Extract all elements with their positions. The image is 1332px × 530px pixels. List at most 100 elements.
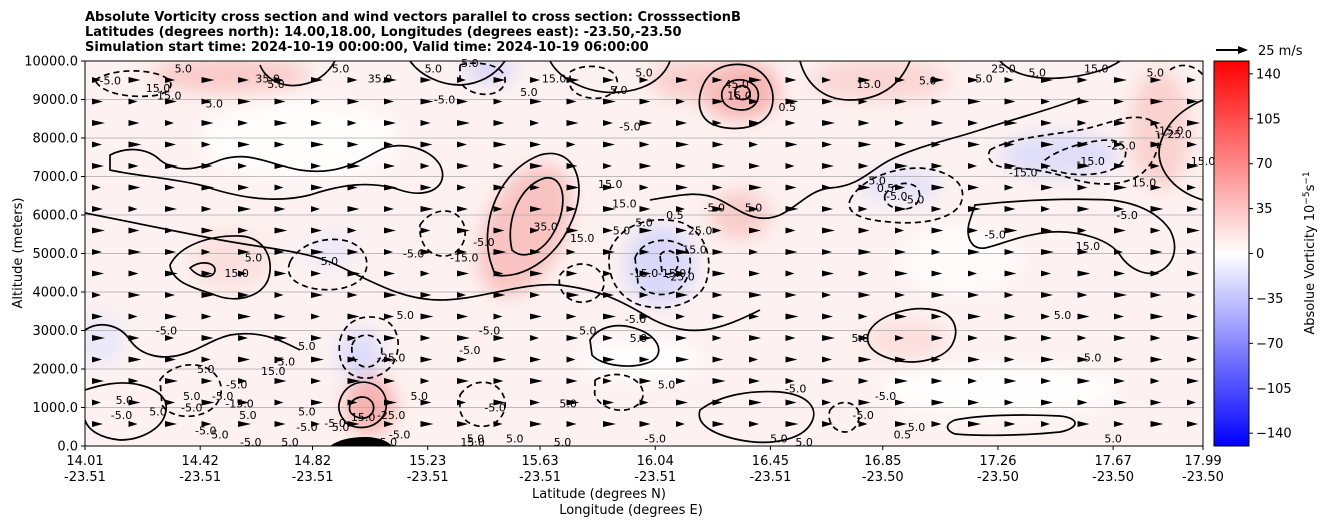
vort-blob — [200, 100, 400, 180]
wind-arrow — [238, 378, 247, 384]
colorbar-tick-label: −105 — [1256, 382, 1292, 397]
contour-line — [649, 97, 1081, 220]
contour-label: 15.0 — [351, 411, 376, 424]
contour-label: 5.0 — [281, 436, 299, 449]
wind-arrow — [712, 206, 725, 212]
wind-arrow — [1187, 378, 1199, 384]
wind-arrow — [712, 227, 722, 234]
wind-arrow — [858, 77, 871, 83]
wind-arrow — [749, 270, 760, 277]
x-tick-label-lat: 17.99 — [1184, 454, 1221, 469]
wind-arrow — [712, 141, 724, 148]
colorbar-frame — [1213, 60, 1250, 447]
x-tick-label-lat: 15.63 — [521, 454, 558, 469]
wind-arrow — [238, 163, 247, 169]
wind-arrow — [822, 270, 834, 277]
wind-arrow — [785, 356, 798, 363]
wind-arrow — [165, 313, 177, 320]
wind-arrow — [566, 421, 577, 427]
wind-arrow — [749, 184, 762, 191]
vort-blob — [150, 61, 310, 93]
wind-arrow — [676, 378, 686, 384]
wind-arrow — [931, 356, 941, 363]
vort-blob — [1130, 70, 1190, 190]
contour-label: 5.0 — [868, 174, 886, 187]
wind-arrow — [457, 141, 467, 148]
wind-arrow — [1114, 378, 1125, 384]
wind-arrow — [493, 292, 506, 298]
colorbar-tick-label: 0 — [1256, 247, 1264, 262]
contour-label: 5.0 — [267, 78, 285, 91]
wind-arrow — [384, 421, 394, 427]
wind-arrow — [566, 249, 576, 255]
wind-arrow — [420, 184, 432, 191]
wind-arrow — [603, 77, 614, 83]
wind-arrow — [1004, 206, 1016, 212]
wind-arrow — [1077, 227, 1087, 234]
wind-arrow — [274, 249, 285, 255]
wind-arrow — [1004, 421, 1016, 427]
wind-arrow — [128, 163, 139, 169]
wind-arrow — [1077, 313, 1090, 320]
wind-arrow — [676, 184, 688, 191]
wind-arrow — [201, 120, 214, 126]
wind-arrow — [311, 77, 323, 83]
wind-arrow — [895, 141, 906, 148]
wind-arrow — [785, 378, 795, 384]
wind-arrow — [128, 77, 141, 83]
wind-arrow — [712, 399, 723, 406]
wind-arrow — [1077, 378, 1091, 384]
wind-arrow — [384, 335, 396, 341]
contour-label: -5.0 — [226, 378, 247, 391]
contour-label: 5.0 — [610, 84, 628, 97]
wind-arrow — [165, 399, 175, 406]
wind-arrow — [92, 421, 103, 427]
wind-arrow — [165, 227, 174, 234]
contour-line — [459, 62, 507, 96]
wind-arrow — [274, 141, 285, 148]
wind-arrow — [1187, 163, 1199, 169]
vort-blob — [338, 330, 382, 380]
contour-label: -25.0 — [377, 409, 405, 422]
wind-arrow — [1004, 184, 1014, 191]
wind-arrow — [493, 399, 506, 406]
wind-arrow — [201, 227, 214, 234]
wind-arrow — [749, 141, 758, 148]
wind-arrow — [1150, 378, 1160, 384]
wind-arrow — [1004, 163, 1017, 169]
wind-arrow — [895, 120, 904, 126]
contour-label: -5.0 — [195, 425, 216, 438]
wind-arrow — [493, 249, 507, 255]
colorbar-tick-label: 105 — [1256, 112, 1281, 127]
wind-arrow — [493, 163, 504, 169]
contour-line — [159, 363, 223, 418]
wind-arrow — [822, 206, 833, 212]
wind-arrow — [384, 378, 395, 384]
wind-arrow — [128, 249, 142, 255]
wind-arrow — [384, 141, 393, 148]
wind-arrow — [822, 249, 832, 255]
wind-arrow — [530, 77, 540, 83]
wind-arrow — [895, 292, 905, 298]
wind-arrow — [566, 356, 576, 363]
contour-label: 15.0 — [1084, 63, 1109, 76]
contour-label: -5.0 — [903, 194, 924, 207]
wind-arrow — [1114, 227, 1126, 234]
wind-arrow — [238, 249, 250, 255]
contour-label: 15.0 — [1132, 176, 1157, 189]
wind-arrow — [749, 335, 761, 341]
wind-arrow — [1077, 141, 1089, 148]
wind-arrow — [822, 399, 831, 406]
contour-line — [459, 381, 507, 428]
x-tick-label-lon: -23.50 — [977, 470, 1019, 485]
wind-arrow — [822, 120, 835, 126]
wind-arrow — [968, 335, 978, 341]
wind-arrow — [311, 227, 322, 234]
wind-arrow — [968, 378, 977, 384]
contour-label: 5.0 — [630, 332, 648, 345]
wind-arrow — [785, 249, 798, 255]
contour-line — [351, 334, 383, 368]
wind-arrow — [1150, 356, 1163, 363]
wind-arrow — [311, 249, 324, 255]
